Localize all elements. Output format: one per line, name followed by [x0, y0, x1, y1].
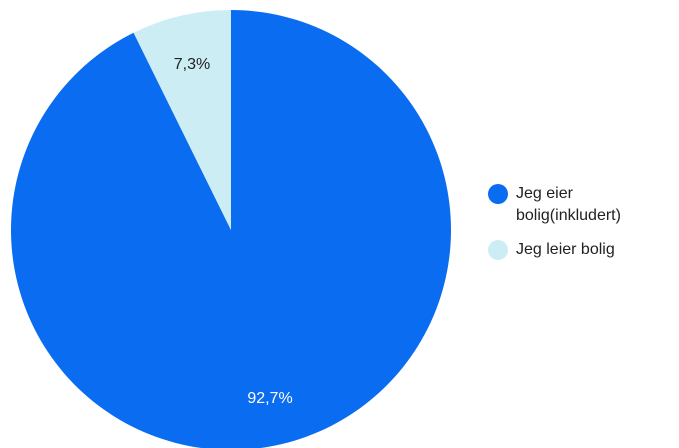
legend-swatch-owns-home	[488, 184, 508, 204]
legend-label-rents-home: Jeg leier bolig	[516, 241, 615, 258]
slice-rents-home[interactable]	[133, 10, 231, 230]
legend: Jeg eier bolig(inkludert) Jeg leier boli…	[488, 183, 674, 273]
legend-label-owns-home: Jeg eier bolig(inkludert)	[516, 185, 621, 224]
slice-label-rents-home: 7,3%	[174, 56, 210, 73]
slice-label-owns-home: 92,7%	[247, 390, 292, 407]
legend-swatch-rents-home	[488, 240, 508, 260]
legend-item-rents-home[interactable]: Jeg leier bolig	[488, 239, 674, 261]
legend-item-owns-home[interactable]: Jeg eier bolig(inkludert)	[488, 183, 674, 227]
slice-owns-home[interactable]	[11, 10, 451, 448]
